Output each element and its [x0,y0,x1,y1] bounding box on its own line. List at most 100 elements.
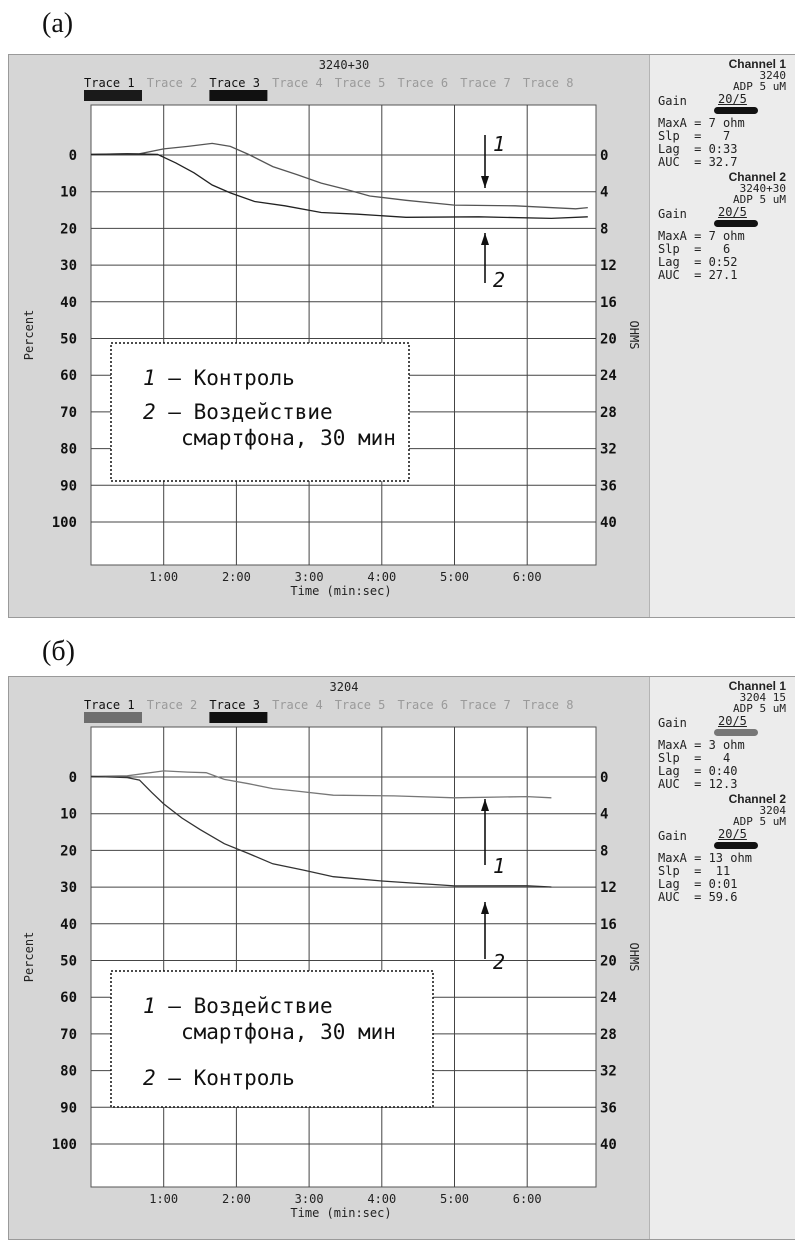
channel-stat: Lag = 0:52 [658,255,738,269]
trace-label[interactable]: Trace 6 [398,698,449,712]
channel-stat: Slp = 4 [658,751,731,765]
y2-tick-label: 8 [600,843,608,859]
gain-value: 20/5 [718,714,747,728]
annotation-label: 2 [493,268,505,292]
y2-axis-label: OHMS [627,943,641,972]
series-line [90,153,588,220]
channel-sidebar: Channel 1 3204 15 ADP 5 uM Gain 20/5 MaxA = 3… [649,677,795,1239]
trace-label[interactable]: Trace 7 [460,698,511,712]
trace-color-bar [209,712,268,723]
x-tick-label: 6:00 [513,570,542,584]
y2-tick-label: 36 [600,478,617,494]
legend-entry: 2 – Воздействие смартфона, 30 мин [143,400,396,450]
x-tick-label: 3:00 [295,570,324,584]
y-tick-label: 80 [60,1064,77,1080]
x-tick-label: 5:00 [440,570,469,584]
x-axis-label: Time (min:sec) [290,584,391,598]
y2-tick-label: 40 [600,515,617,531]
trace-label[interactable]: Trace 2 [147,698,198,712]
trace-color-bar [84,712,142,723]
trace-label[interactable]: Trace 7 [460,76,511,90]
y2-tick-label: 16 [600,917,617,933]
y2-tick-label: 8 [600,221,608,237]
annotation-label: 1 [493,854,505,878]
x-tick-label: 5:00 [440,1192,469,1206]
trace-label[interactable]: Trace 4 [272,76,323,90]
y-tick-label: 80 [60,442,77,458]
y2-tick-label: 40 [600,1137,617,1153]
panel-label: (а) [42,8,74,39]
channel-title: Channel 1 [728,679,786,693]
channel-stat: MaxA = 13 ohm [658,851,752,865]
trace-label[interactable]: Trace 6 [398,76,449,90]
y2-tick-label: 36 [600,1100,617,1116]
y2-tick-label: 24 [600,368,617,384]
y-tick-label: 100 [52,1137,77,1153]
y-tick-label: 10 [60,807,77,823]
series-line [90,770,552,799]
trace-label[interactable]: Trace 8 [523,698,574,712]
y2-tick-label: 32 [600,1064,617,1080]
channel-id: 3240+30 [739,182,786,195]
y-tick-label: 40 [60,295,77,311]
trace-color-bar [84,90,142,101]
chart-title: 3204 [330,680,359,694]
channel-stat: Slp = 11 [658,864,731,878]
legend-box [110,342,410,482]
legend-box [110,970,434,1108]
trace-label[interactable]: Trace 3 [209,76,260,90]
trace-label[interactable]: Trace 2 [147,76,198,90]
y-tick-label: 20 [60,221,77,237]
gain-color-bar [714,220,758,227]
trace-label[interactable]: Trace 1 [84,76,135,90]
series-line [90,775,552,888]
y-tick-label: 50 [60,954,77,970]
x-tick-label: 2:00 [222,1192,251,1206]
arrow-head [481,902,489,914]
x-tick-label: 4:00 [367,570,396,584]
channel-reagent: ADP 5 uM [733,815,786,828]
channel-id: 3240 [759,69,787,82]
plot-area [90,104,597,566]
trace-label[interactable]: Trace 8 [523,76,574,90]
y2-tick-label: 0 [600,148,608,164]
trace-color-bar [209,90,268,101]
y-tick-label: 30 [60,258,77,274]
channel-stat: MaxA = 7 ohm [658,116,745,130]
y2-tick-label: 32 [600,442,617,458]
gain-value: 20/5 [718,205,747,219]
y2-tick-label: 12 [600,258,617,274]
gain-label: Gain [658,829,687,843]
y-tick-label: 60 [60,368,77,384]
y2-tick-label: 0 [600,770,608,786]
channel-reagent: ADP 5 uM [733,80,786,93]
channel-reagent: ADP 5 uM [733,193,786,206]
x-tick-label: 4:00 [367,1192,396,1206]
channel-stat: MaxA = 3 ohm [658,738,745,752]
trace-label[interactable]: Trace 5 [335,76,386,90]
chart-svg: 3240+30 Trace 1 Trace 2 Trace 3 Trace 4 Trace… [22,58,641,598]
y2-tick-label: 4 [600,807,608,823]
trace-label[interactable]: Trace 3 [209,698,260,712]
y2-tick-label: 4 [600,185,608,201]
gain-color-bar [714,842,758,849]
y2-tick-label: 20 [600,954,617,970]
trace-label[interactable]: Trace 4 [272,698,323,712]
chart-title: 3240+30 [319,58,370,72]
panel-label: (б) [42,636,75,667]
trace-label[interactable]: Trace 5 [335,698,386,712]
y-tick-label: 90 [60,478,77,494]
y2-tick-label: 16 [600,295,617,311]
series-line [90,142,588,210]
channel-stat: Slp = 6 [658,242,731,256]
gain-label: Gain [658,716,687,730]
y-tick-label: 100 [52,515,77,531]
y-tick-label: 10 [60,185,77,201]
trace-label[interactable]: Trace 1 [84,698,135,712]
x-tick-label: 2:00 [222,570,251,584]
y-tick-label: 20 [60,843,77,859]
plot-area [90,726,597,1188]
channel-stat: MaxA = 7 ohm [658,229,745,243]
y-axis-label: Percent [22,310,36,361]
